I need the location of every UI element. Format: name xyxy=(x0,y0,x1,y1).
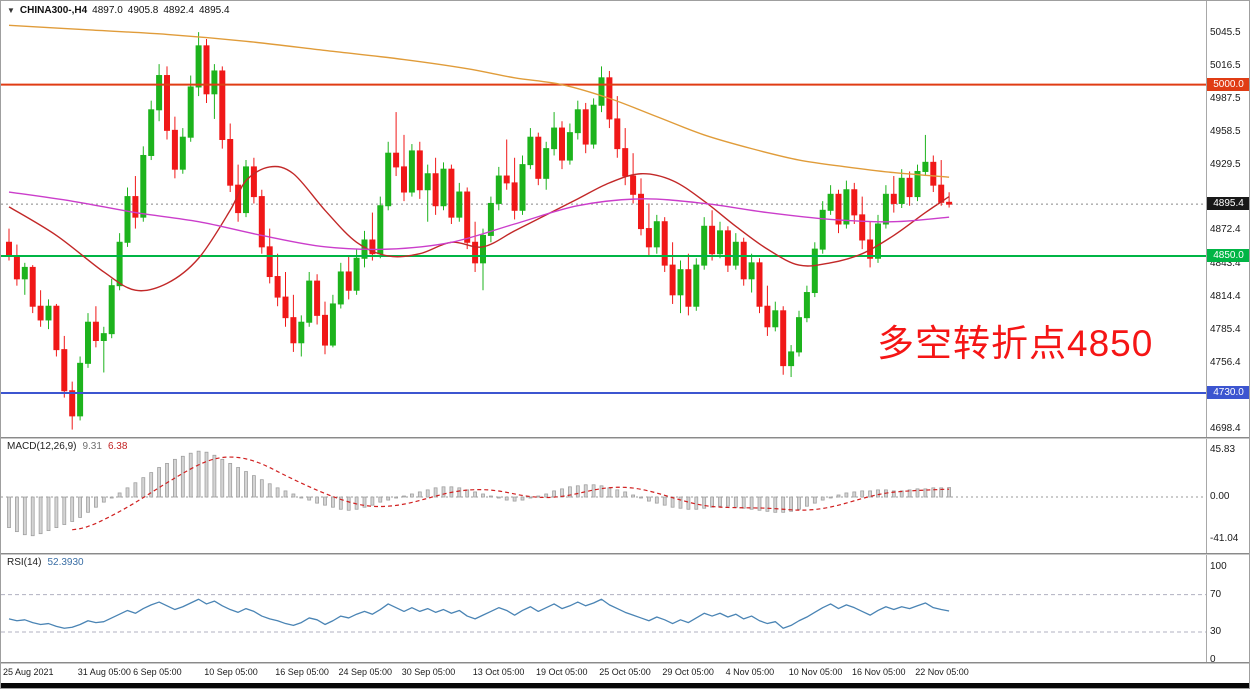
time-axis-label: 24 Sep 05:00 xyxy=(338,667,393,677)
axis-tick-label: 5045.5 xyxy=(1210,26,1241,38)
rsi-value: 52.3930 xyxy=(47,557,84,568)
level-label-4730: 4730.0 xyxy=(1207,386,1249,400)
time-axis-label: 25 Oct 05:00 xyxy=(599,667,651,677)
macd-title: MACD(12,26,9) 9.31 6.38 xyxy=(7,441,127,452)
macd-axis: 45.83 0.00 -41.04 xyxy=(1,438,1249,554)
ma-medium-line xyxy=(8,165,950,292)
time-axis-label: 10 Sep 05:00 xyxy=(204,667,258,677)
time-axis-label: 16 Sep 05:00 xyxy=(275,667,329,677)
rsi-label: RSI(14) xyxy=(7,557,42,568)
chevron-down-icon[interactable]: ▼ xyxy=(7,6,15,15)
time-axis-label: 31 Aug 05:00 xyxy=(77,667,131,677)
price-axis-separator xyxy=(1206,1,1207,664)
axis-tick-label: 4987.5 xyxy=(1210,92,1241,104)
ohlc-close: 4895.4 xyxy=(198,5,230,16)
axis-tick-label: 0 xyxy=(1210,654,1216,665)
ohlc-open: 4897.0 xyxy=(92,5,123,16)
panel-splitter[interactable] xyxy=(1,553,1249,555)
candles xyxy=(6,32,953,430)
time-axis-label: 30 Sep 05:00 xyxy=(401,667,456,677)
rsi-axis: 100 70 30 0 xyxy=(1,554,1249,665)
axis-tick-label: 4929.5 xyxy=(1210,159,1241,171)
time-axis-label: 29 Oct 05:00 xyxy=(662,667,714,677)
current-price-label: 4895.4 xyxy=(1207,197,1249,211)
panel-splitter[interactable] xyxy=(1,437,1249,439)
rsi-canvas[interactable] xyxy=(1,554,1250,664)
level-label-5000: 5000.0 xyxy=(1207,77,1249,91)
level-label-4850: 4850.0 xyxy=(1207,248,1249,262)
time-axis-label: 13 Oct 05:00 xyxy=(472,667,525,677)
axis-tick-label: 4958.5 xyxy=(1210,126,1241,138)
axis-tick-label: 100 xyxy=(1210,560,1227,572)
axis-tick-label: 4756.4 xyxy=(1210,356,1241,368)
rsi-title: RSI(14) 52.3930 xyxy=(7,557,84,568)
macd-histogram xyxy=(7,450,951,537)
price-chart-panel: ▼ CHINA300-,H4 4897.0 4905.8 4892.4 4895… xyxy=(1,1,1250,438)
axis-tick-label: -41.04 xyxy=(1210,532,1239,544)
macd-signal-line xyxy=(72,456,950,531)
price-axis: 5045.5 5016.5 4987.5 4958.5 4929.5 4872.4 4843… xyxy=(1,1,1249,438)
macd-label: MACD(12,26,9) xyxy=(7,441,77,452)
axis-tick-label: 4872.4 xyxy=(1210,224,1241,236)
axis-tick-label: 4785.4 xyxy=(1210,323,1241,335)
axis-tick-label: 4698.4 xyxy=(1210,423,1241,435)
time-axis-label: 10 Nov 05:00 xyxy=(788,667,843,677)
axis-tick-label: 4843.4 xyxy=(1210,257,1241,269)
axis-tick-label: 70 xyxy=(1210,588,1222,600)
time-axis-label: 16 Nov 05:00 xyxy=(852,667,906,677)
axis-tick-label: 5016.5 xyxy=(1210,59,1241,71)
macd-panel: MACD(12,26,9) 9.31 6.38 45.83 0.00 -41.04 xyxy=(1,438,1250,554)
time-axis-label: 6 Sep 05:00 xyxy=(133,667,182,677)
time-axis-label: 25 Aug 2021 xyxy=(3,667,54,677)
price-chart-canvas[interactable] xyxy=(1,1,1250,438)
bottom-bar xyxy=(1,683,1249,688)
axis-tick-label: 4814.4 xyxy=(1210,290,1241,302)
time-axis-label: 4 Nov 05:00 xyxy=(725,667,775,677)
macd-signal-value: 6.38 xyxy=(107,441,128,452)
macd-canvas[interactable] xyxy=(1,438,1250,554)
time-axis-label: 19 Oct 05:00 xyxy=(536,667,588,677)
axis-separator xyxy=(1,662,1249,664)
ohlc-low: 4892.4 xyxy=(163,5,194,16)
symbol-info: ▼ CHINA300-,H4 4897.0 4905.8 4892.4 4895… xyxy=(7,5,230,16)
rsi-line xyxy=(8,598,950,629)
ma-long-line xyxy=(8,24,950,178)
time-axis-label: 22 Nov 05:00 xyxy=(915,667,969,677)
axis-tick-label: 0.00 xyxy=(1210,491,1230,503)
rsi-panel: RSI(14) 52.3930 100 70 30 0 xyxy=(1,554,1250,665)
time-axis: 25 Aug 2021 31 Aug 05:00 6 Sep 05:00 10 Sep… xyxy=(1,664,1249,683)
axis-tick-label: 45.83 xyxy=(1210,444,1236,456)
macd-value: 9.31 xyxy=(82,441,102,452)
symbol-name: CHINA300-,H4 xyxy=(19,5,88,16)
ohlc-high: 4905.8 xyxy=(127,5,159,16)
annotation-text: 多空转折点4850 xyxy=(877,323,1154,364)
ma-slow-line xyxy=(8,191,950,251)
axis-tick-label: 30 xyxy=(1210,625,1222,637)
